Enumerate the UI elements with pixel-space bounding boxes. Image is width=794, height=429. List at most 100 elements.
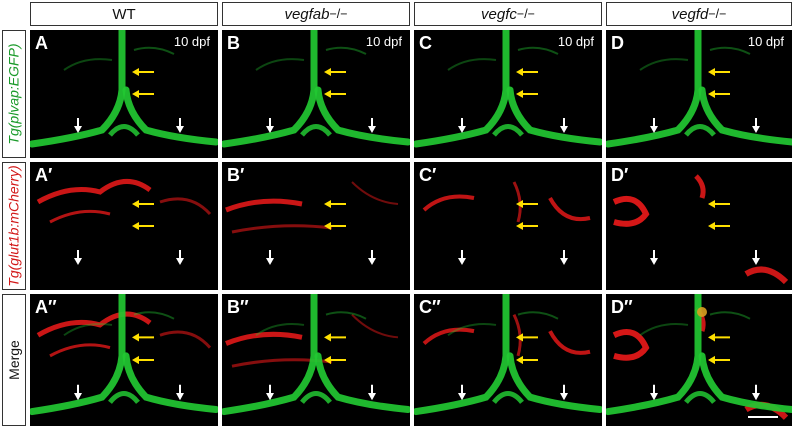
fluorescence-image <box>414 30 602 148</box>
panel-wt-green: A 10 dpf <box>30 30 218 158</box>
fluorescence-image <box>606 294 792 420</box>
row-label-plvap: Tg(plvap:EGFP) <box>2 30 26 158</box>
column-header-label: vegfd <box>671 5 709 23</box>
white-arrow-icon <box>74 250 82 265</box>
yellow-arrow-icon <box>708 355 730 365</box>
fluorescence-image <box>606 30 792 148</box>
yellow-arrow-icon <box>324 90 346 98</box>
panel-letter: A′ <box>35 165 53 185</box>
panel-letter: B″ <box>227 297 249 317</box>
yellow-arrow-icon <box>516 90 538 98</box>
yellow-arrow-icon <box>708 222 730 230</box>
yellow-arrow-icon <box>708 200 730 208</box>
fluorescence-image <box>36 179 212 265</box>
yellow-arrow-icon <box>324 355 346 365</box>
yellow-arrow-icon <box>708 68 730 76</box>
panel-letter: C <box>419 33 432 53</box>
yellow-arrow-icon <box>132 222 154 230</box>
fluorescence-image <box>222 30 410 148</box>
white-arrow-icon <box>74 118 82 133</box>
white-arrow-icon <box>650 384 658 401</box>
white-arrow-icon <box>650 250 658 265</box>
column-header-vegfc: vegfc −/− <box>414 2 602 26</box>
panel-letter: B′ <box>227 165 245 185</box>
white-arrow-icon <box>752 384 760 401</box>
panel-letter: C′ <box>419 165 437 185</box>
row-label-merge: Merge <box>2 294 26 426</box>
yellow-arrow-icon <box>516 333 538 342</box>
white-arrow-icon <box>458 384 466 401</box>
yellow-arrow-icon <box>516 355 538 365</box>
scale-bar <box>748 416 778 418</box>
yellow-arrow-icon <box>132 333 154 342</box>
column-header-vegfd: vegfd −/− <box>606 2 792 26</box>
white-arrow-icon <box>458 250 466 265</box>
fluorescence-image <box>422 181 591 265</box>
white-arrow-icon <box>560 384 568 401</box>
white-arrow-icon <box>560 250 568 265</box>
white-arrow-icon <box>266 250 274 265</box>
yellow-arrow-icon <box>132 355 154 365</box>
panel-vegfab-merge: B″ <box>222 294 410 426</box>
white-arrow-icon <box>752 118 760 133</box>
column-header-label: vegfab <box>284 5 330 23</box>
white-arrow-icon <box>560 118 568 133</box>
yellow-arrow-icon <box>132 68 154 76</box>
white-arrow-icon <box>368 384 376 401</box>
white-arrow-icon <box>752 250 760 265</box>
panel-vegfd-red: D′ <box>606 162 792 290</box>
panel-vegfc-red: C′ <box>414 162 602 290</box>
column-header-label: vegfc <box>481 5 517 23</box>
row-label-glut1b: Tg(glut1b:mCherry) <box>2 162 26 290</box>
fluorescence-image <box>612 174 789 285</box>
yellow-arrow-icon <box>708 90 730 98</box>
fluorescence-image <box>225 181 399 265</box>
white-arrow-icon <box>266 384 274 401</box>
timepoint-label: 10 dpf <box>747 34 784 49</box>
fluorescence-image <box>414 294 602 416</box>
column-header-wt: WT <box>30 2 218 26</box>
white-arrow-icon <box>176 118 184 133</box>
white-arrow-icon <box>176 384 184 401</box>
panel-wt-red: A′ <box>30 162 218 290</box>
yellow-arrow-icon <box>324 200 346 208</box>
white-arrow-icon <box>368 118 376 133</box>
white-arrow-icon <box>458 118 466 133</box>
panel-letter: D′ <box>611 165 629 185</box>
column-header-vegfab: vegfab −/− <box>222 2 410 26</box>
panel-vegfc-merge: C″ <box>414 294 602 426</box>
fluorescence-image <box>30 294 218 416</box>
panel-vegfab-red: B′ <box>222 162 410 290</box>
white-arrow-icon <box>368 250 376 265</box>
fluorescence-image <box>222 294 410 416</box>
panel-vegfd-green: D 10 dpf <box>606 30 792 158</box>
column-header-label: WT <box>112 5 136 23</box>
panel-vegfc-green: C 10 dpf <box>414 30 602 158</box>
panel-vegfab-green: B 10 dpf <box>222 30 410 158</box>
yellow-arrow-icon <box>324 333 346 342</box>
panel-letter: C″ <box>419 297 441 317</box>
yellow-arrow-icon <box>516 68 538 76</box>
yellow-arrow-icon <box>132 200 154 208</box>
white-arrow-icon <box>650 118 658 133</box>
yellow-arrow-icon <box>324 222 346 230</box>
white-arrow-icon <box>74 384 82 401</box>
timepoint-label: 10 dpf <box>365 34 402 49</box>
fluorescence-image <box>30 30 218 148</box>
yellow-arrow-icon <box>132 90 154 98</box>
panel-letter: D″ <box>611 297 633 317</box>
white-arrow-icon <box>266 118 274 133</box>
panel-wt-merge: A″ <box>30 294 218 426</box>
panel-vegfd-merge: D″ <box>606 294 792 426</box>
timepoint-label: 10 dpf <box>557 34 594 49</box>
yellow-arrow-icon <box>516 222 538 230</box>
yellow-arrow-icon <box>516 200 538 208</box>
yellow-arrow-icon <box>708 333 730 342</box>
timepoint-label: 10 dpf <box>173 34 210 49</box>
yellow-arrow-icon <box>324 68 346 76</box>
panel-letter: B <box>227 33 240 53</box>
white-arrow-icon <box>176 250 184 265</box>
panel-letter: A″ <box>35 297 57 317</box>
panel-letter: A <box>35 33 48 53</box>
panel-letter: D <box>611 33 624 53</box>
